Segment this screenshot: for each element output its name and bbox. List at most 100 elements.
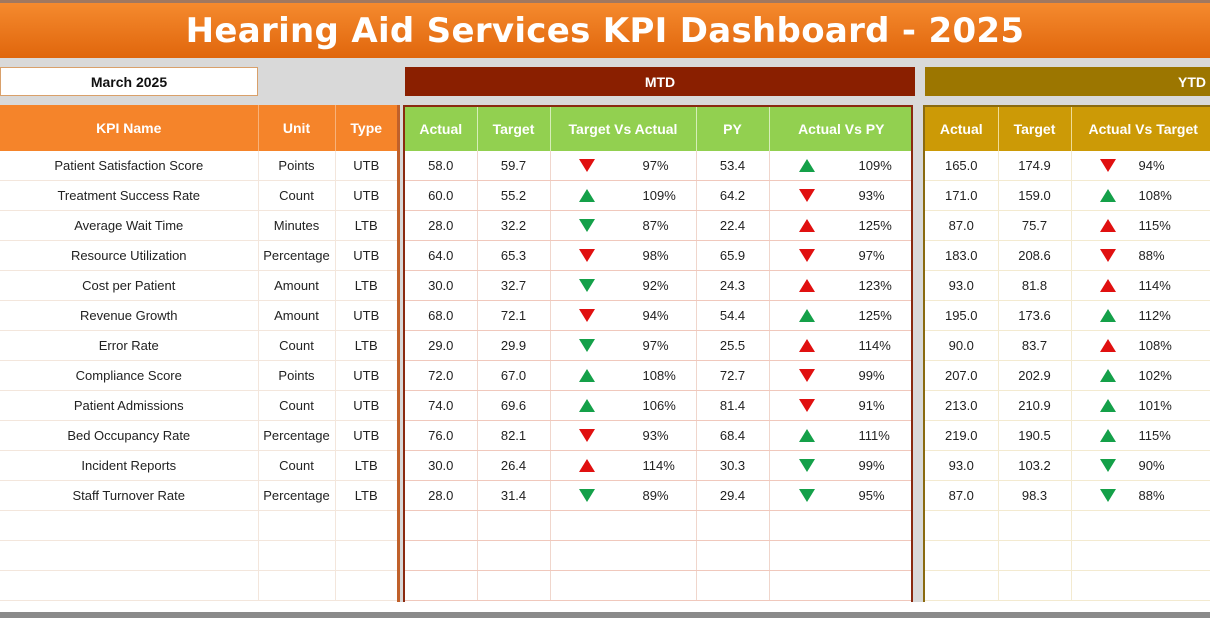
mtd-target-vs-actual-cell: 87%: [550, 210, 697, 241]
triangle-up-icon: [798, 279, 815, 292]
kpi-name: Average Wait Time: [0, 210, 259, 241]
empty-cell: [769, 510, 911, 541]
mtd-actual-vs-py: 97%: [770, 241, 912, 270]
triangle-down-icon: [1099, 459, 1116, 472]
empty-cell: [550, 540, 697, 571]
mtd-target-vs-actual-cell: 93%: [550, 420, 697, 451]
ytd-row: 93.0 103.2 90%: [925, 450, 1210, 481]
ytd-target: 202.9: [998, 360, 1072, 391]
empty-cell: [258, 570, 336, 601]
mtd-header-py: PY: [696, 107, 770, 151]
ytd-actual-vs-target-cell: 88%: [1071, 480, 1210, 511]
mtd-row: 74.0 69.6 106% 81.4 91%: [405, 390, 911, 421]
mtd-row: 64.0 65.3 98% 65.9 97%: [405, 240, 912, 271]
triangle-down-icon: [578, 339, 595, 352]
ytd-actual: 93.0: [925, 270, 999, 301]
ytd-actual-vs-target-cell: 108%: [1071, 330, 1210, 361]
mtd-row: 58.0 59.7 97% 53.4 109%: [405, 151, 912, 181]
mtd-actual-vs-py: 111%: [770, 421, 912, 450]
empty-row: [925, 540, 1210, 571]
empty-cell: [1071, 540, 1210, 571]
mtd-actual-vs-py-value: 99%: [858, 368, 885, 383]
triangle-up-icon: [578, 399, 595, 412]
ytd-actual-vs-target-value: 102%: [1138, 368, 1172, 383]
mtd-actual-vs-py-cell: 114%: [769, 330, 912, 361]
dashboard-title: Hearing Aid Services KPI Dashboard - 202…: [185, 10, 1025, 51]
empty-cell: [335, 510, 397, 541]
mtd-target: 32.7: [477, 270, 551, 301]
mtd-target: 59.7: [477, 151, 551, 181]
mtd-actual-vs-py: 114%: [770, 331, 912, 360]
mtd-header-actual: Actual: [405, 107, 478, 151]
triangle-down-icon: [798, 489, 815, 502]
ytd-actual-vs-target-value: 108%: [1138, 188, 1172, 203]
kpi-type: LTB: [335, 480, 397, 511]
ytd-actual-vs-target-cell: 94%: [1071, 151, 1210, 181]
empty-row: [0, 570, 397, 601]
mtd-actual: 29.0: [405, 330, 478, 361]
mtd-target: 72.1: [477, 300, 551, 331]
ytd-target: 98.3: [998, 480, 1072, 511]
kpi-name: Bed Occupancy Rate: [0, 420, 259, 451]
empty-cell: [1071, 570, 1210, 601]
ytd-actual-vs-target: 115%: [1072, 211, 1210, 240]
triangle-up-icon: [578, 459, 595, 472]
mtd-target-vs-actual: 109%: [551, 181, 696, 210]
ytd-actual-vs-target-cell: 108%: [1071, 180, 1210, 211]
header-kpi-name: KPI Name: [0, 105, 259, 151]
ytd-actual-vs-target: 94%: [1072, 151, 1210, 180]
ytd-header-actual: Actual: [925, 107, 999, 151]
mtd-target-vs-actual-value: 109%: [642, 188, 676, 203]
kpi-type: LTB: [335, 270, 397, 301]
ytd-actual: 87.0: [925, 210, 999, 241]
mtd-actual-vs-py: 99%: [770, 451, 912, 480]
empty-cell: [477, 510, 551, 541]
kpi-unit: Count: [258, 390, 336, 421]
kpi-row: Revenue Growth Amount UTB: [0, 300, 397, 331]
kpi-info-table: KPI Name Unit Type Patient Satisfaction …: [0, 105, 400, 602]
mtd-target: 82.1: [477, 420, 551, 451]
triangle-up-icon: [1099, 369, 1116, 382]
kpi-type: LTB: [335, 210, 397, 241]
kpi-unit: Points: [258, 151, 336, 181]
triangle-up-icon: [1099, 219, 1116, 232]
kpi-name: Resource Utilization: [0, 240, 259, 271]
kpi-row: Resource Utilization Percentage UTB: [0, 240, 397, 271]
empty-cell: [925, 540, 999, 571]
ytd-row: 213.0 210.9 101%: [925, 390, 1210, 421]
month-selector[interactable]: March 2025: [0, 67, 258, 96]
header-type: Type: [335, 105, 397, 151]
mtd-target-vs-actual-cell: 108%: [550, 360, 697, 391]
mtd-row: 28.0 31.4 89% 29.4 95%: [405, 480, 912, 511]
mtd-actual-vs-py: 109%: [770, 151, 912, 180]
triangle-down-icon: [798, 369, 815, 382]
mtd-target-vs-actual-value: 87%: [642, 218, 669, 233]
kpi-row: Patient Satisfaction Score Points UTB: [0, 151, 397, 181]
mtd-actual-vs-py-value: 93%: [858, 188, 885, 203]
ytd-header-actual-vs-target: Actual Vs Target: [1071, 107, 1210, 151]
empty-cell: [550, 570, 697, 601]
mtd-actual-vs-py-value: 111%: [858, 428, 890, 443]
mtd-target-vs-actual-value: 92%: [642, 278, 669, 293]
mtd-target: 29.9: [477, 330, 551, 361]
mtd-section-header: MTD: [405, 67, 915, 96]
triangle-up-icon: [1099, 309, 1116, 322]
mtd-target: 31.4: [477, 480, 551, 511]
mtd-actual-vs-py-value: 125%: [858, 218, 892, 233]
mtd-actual-vs-py-cell: 93%: [769, 180, 911, 211]
kpi-type: UTB: [335, 390, 397, 421]
empty-cell: [925, 570, 999, 601]
header-unit: Unit: [258, 105, 336, 151]
ytd-actual-vs-target-cell: 112%: [1071, 300, 1210, 331]
mtd-target: 67.0: [477, 360, 551, 391]
mtd-actual-vs-py-cell: 99%: [769, 360, 911, 391]
mtd-actual-vs-py: 95%: [770, 481, 912, 510]
ytd-target: 81.8: [998, 270, 1072, 301]
kpi-name: Incident Reports: [0, 450, 259, 481]
kpi-type: UTB: [335, 420, 397, 451]
empty-cell: [696, 570, 770, 601]
ytd-actual-vs-target: 108%: [1072, 331, 1210, 360]
mtd-header-target-vs-actual: Target Vs Actual: [550, 107, 697, 151]
mtd-py: 29.4: [696, 480, 770, 511]
empty-cell: [477, 540, 551, 571]
